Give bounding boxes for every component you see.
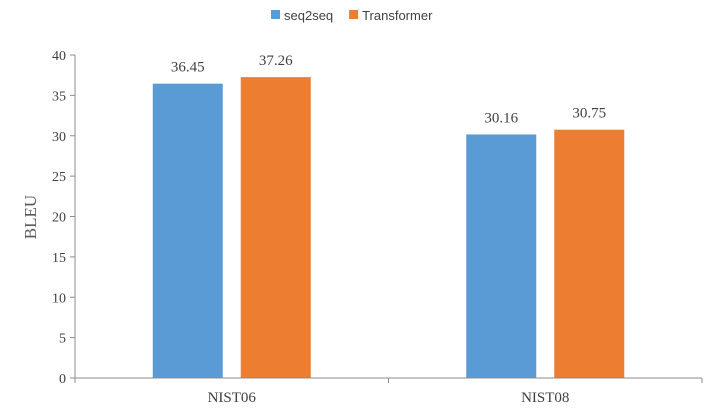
legend-label: seq2seq (284, 8, 333, 23)
chart-legend: seq2seq Transformer (271, 8, 433, 23)
data-label: 30.16 (484, 110, 518, 126)
y-tick-label: 5 (59, 332, 66, 347)
legend-swatch (349, 10, 359, 19)
y-tick-label: 20 (52, 211, 66, 226)
bar-series: 36.45 37.26 30.16 30.75 (152, 53, 625, 379)
x-tick-label: NIST06 (208, 390, 257, 406)
legend-swatch (271, 10, 280, 19)
y-tick-label: 15 (52, 251, 66, 266)
data-label: 30.75 (572, 106, 606, 122)
y-axis-title: BLEU (21, 195, 40, 239)
x-axis: NIST06 NIST08 (74, 377, 703, 406)
legend-label: Transformer (362, 8, 433, 23)
y-tick-label: 30 (52, 130, 66, 145)
y-tick-label: 0 (59, 372, 66, 387)
data-label: 36.45 (171, 60, 205, 76)
y-axis: 0 5 10 15 20 25 30 35 40 (52, 49, 76, 387)
bar-transformer-nist06 (240, 77, 311, 379)
y-tick-label: 10 (52, 291, 66, 306)
bar-seq2seq-nist06 (152, 83, 223, 378)
y-tick-label: 25 (52, 170, 66, 185)
bar-seq2seq-nist08 (466, 134, 537, 378)
x-tick-label: NIST08 (521, 390, 569, 406)
y-tick-label: 40 (52, 49, 66, 64)
y-tick-label: 35 (52, 89, 66, 104)
bar-transformer-nist08 (554, 129, 625, 378)
data-label: 37.26 (259, 53, 293, 69)
